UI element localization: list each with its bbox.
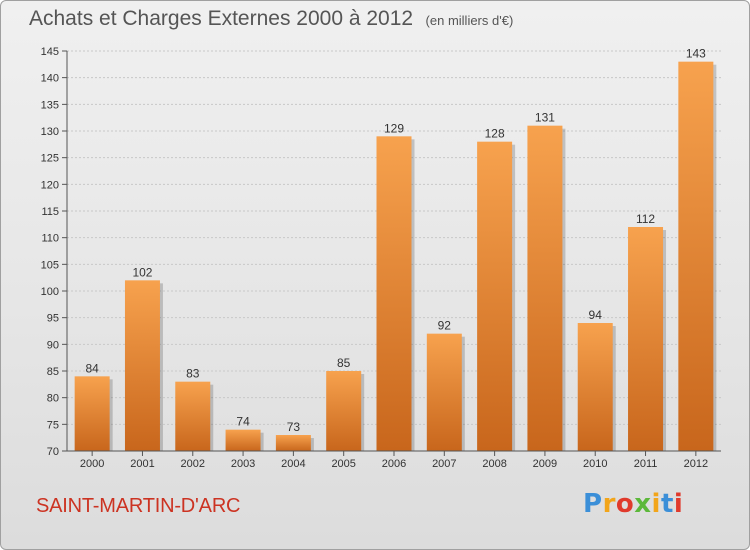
x-tick-label: 2007 <box>432 458 456 470</box>
y-tick-label: 115 <box>41 206 59 218</box>
bar <box>275 435 311 451</box>
x-tick-label: 2000 <box>80 458 104 470</box>
bar-value-label: 102 <box>132 265 152 279</box>
y-tick-label: 140 <box>41 73 59 85</box>
x-tick-label: 2005 <box>331 458 355 470</box>
bar-value-label: 83 <box>186 367 200 381</box>
y-tick-label: 120 <box>41 179 59 191</box>
logo-letter: x <box>634 489 652 519</box>
bar <box>628 227 664 451</box>
bar-value-label: 143 <box>686 47 706 61</box>
logo-letter: P <box>583 489 603 519</box>
bars: 84 102 83 74 73 85 129 92 128 131 94 112 143 <box>74 47 717 452</box>
city-name: SAINT-MARTIN-D'ARC <box>36 495 241 517</box>
bar-value-label: 128 <box>485 127 505 141</box>
bar-value-label: 73 <box>287 420 301 434</box>
axes: 70 75 80 85 90 95 100 105 110 115 120 125 130 135 140 1… <box>41 46 721 470</box>
bar <box>124 280 160 451</box>
x-tick-label: 2001 <box>130 458 154 470</box>
x-tick-label: 2003 <box>231 458 255 470</box>
logo-letter: r <box>602 489 616 519</box>
bar <box>527 125 563 452</box>
bar-value-label: 84 <box>85 361 99 375</box>
chart-unit: (en milliers d'€) <box>425 13 514 28</box>
y-tick-label: 70 <box>47 446 59 458</box>
bar-value-label: 112 <box>636 212 655 226</box>
bar <box>225 429 261 451</box>
x-tick-label: 2002 <box>181 458 205 470</box>
y-tick-label: 85 <box>47 366 59 378</box>
x-tick-label: 2008 <box>482 458 506 470</box>
y-tick-label: 110 <box>41 233 59 245</box>
bar <box>577 323 613 451</box>
x-tick-label: 2011 <box>634 458 658 470</box>
chart-title-text: Achats et Charges Externes 2000 à 2012 <box>29 7 414 30</box>
logo-letter: i <box>673 489 684 519</box>
x-tick-label: 2010 <box>583 458 607 470</box>
bar-value-label: 85 <box>337 356 351 370</box>
chart-title: Achats et Charges Externes 2000 à 2012 (… <box>29 7 513 31</box>
bar <box>326 371 362 451</box>
logo-letter: o <box>615 489 635 519</box>
bar <box>74 376 110 451</box>
y-tick-label: 145 <box>41 46 59 58</box>
y-tick-label: 130 <box>41 126 59 138</box>
bar-value-label: 131 <box>535 111 555 125</box>
x-tick-label: 2006 <box>382 458 406 470</box>
logo-letter: t <box>660 489 674 519</box>
logo-letter: i <box>651 489 661 519</box>
y-tick-label: 95 <box>47 313 59 325</box>
bar-value-label: 129 <box>384 121 404 135</box>
y-tick-label: 135 <box>41 99 59 111</box>
y-tick-label: 125 <box>41 153 59 165</box>
bar <box>678 61 714 452</box>
x-tick-label: 2012 <box>684 458 708 470</box>
y-tick-label: 80 <box>47 393 59 405</box>
bar-value-label: 74 <box>236 415 250 429</box>
y-tick-label: 90 <box>47 339 59 351</box>
proxiti-logo: Proxiti <box>583 489 683 519</box>
bar <box>477 141 513 451</box>
bar <box>376 136 412 452</box>
bar-value-label: 94 <box>589 308 603 322</box>
bar <box>426 333 462 451</box>
x-tick-label: 2009 <box>533 458 557 470</box>
y-tick-label: 75 <box>47 419 59 431</box>
x-tick-label: 2004 <box>281 458 305 470</box>
y-tick-label: 105 <box>41 259 59 271</box>
bar-value-label: 92 <box>438 319 452 333</box>
y-tick-label: 100 <box>41 286 59 298</box>
bar <box>175 381 211 451</box>
